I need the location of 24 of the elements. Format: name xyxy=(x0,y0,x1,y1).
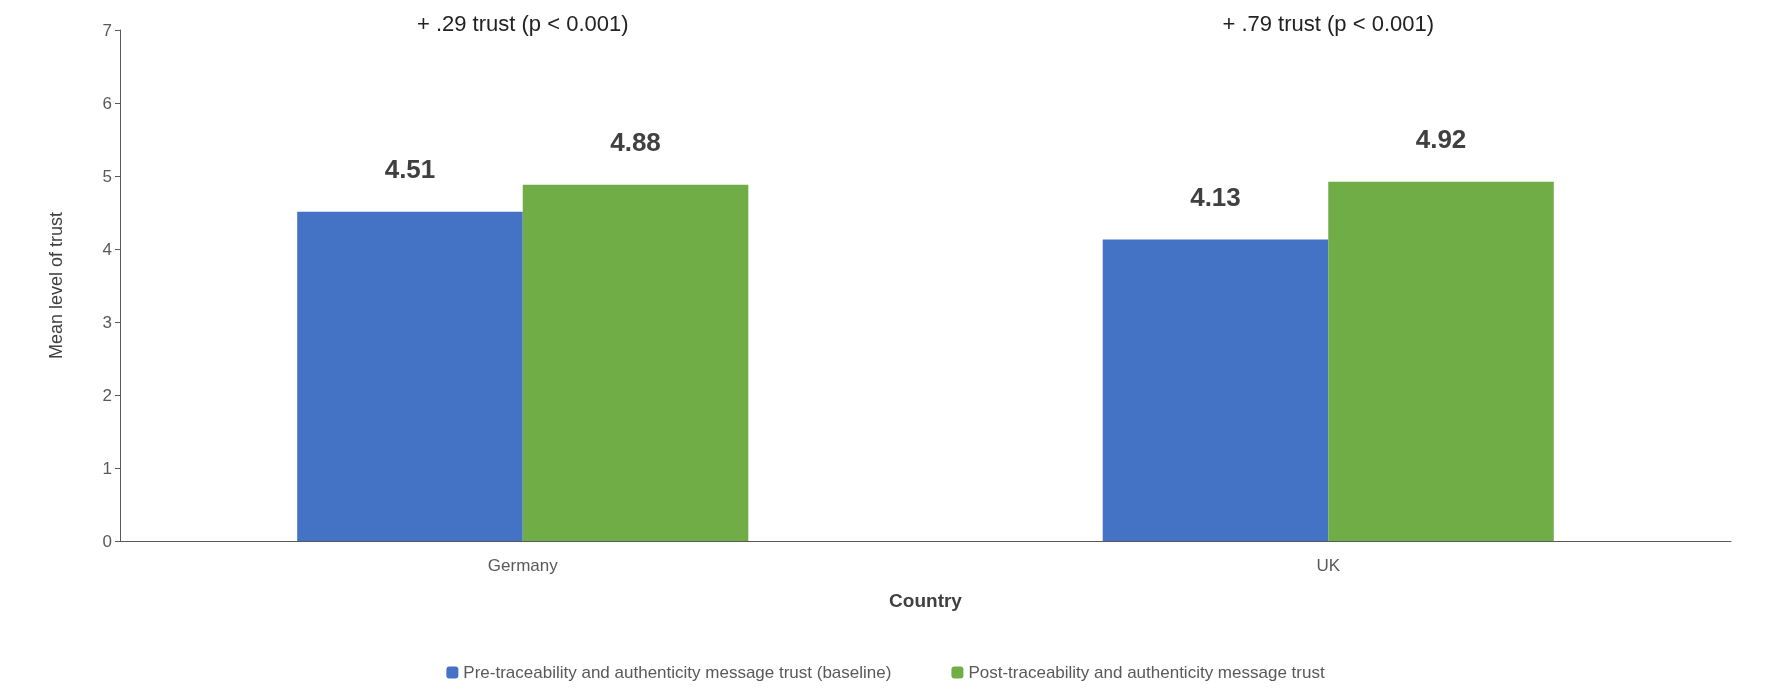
data-label: 4.51 xyxy=(384,153,436,184)
annotation: + .79 trust (p < 0.001) xyxy=(1222,10,1435,36)
x-tick-label: UK xyxy=(1316,556,1341,575)
y-tick-label: 2 xyxy=(102,385,112,405)
legend-label: Post-traceability and authenticity message trust xyxy=(968,663,1325,682)
bar xyxy=(1328,181,1554,541)
y-tick-label: 6 xyxy=(102,93,112,113)
x-tick-label: Germany xyxy=(487,556,559,575)
data-label: 4.13 xyxy=(1190,181,1241,212)
y-tick-label: 3 xyxy=(102,312,112,332)
y-tick-label: 7 xyxy=(102,20,112,40)
y-axis-title: Mean level of trust xyxy=(46,211,66,360)
data-label: 4.92 xyxy=(1415,123,1467,154)
bar xyxy=(522,184,749,541)
bar xyxy=(297,211,523,541)
y-tick-label: 4 xyxy=(102,239,112,259)
y-tick-label: 5 xyxy=(102,166,112,186)
annotation: + .29 trust (p < 0.001) xyxy=(416,10,629,36)
legend-label: Pre-traceability and authenticity message trust (baseline) xyxy=(463,663,892,682)
x-axis-title: Country xyxy=(889,590,963,611)
y-tick-label: 0 xyxy=(102,531,112,551)
bar xyxy=(1102,239,1329,541)
data-label: 4.88 xyxy=(610,126,661,157)
y-tick-label: 1 xyxy=(102,458,112,478)
